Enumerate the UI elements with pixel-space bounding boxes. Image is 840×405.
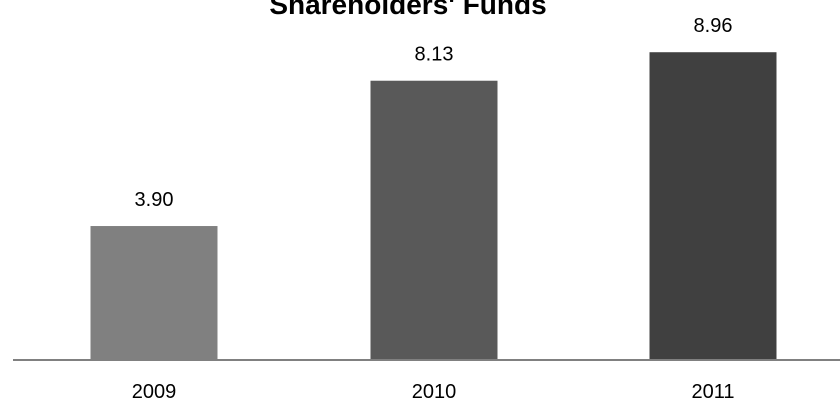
x-tick-labels-group: 2009 2010 2011 bbox=[132, 381, 735, 403]
x-tick-label-2011: 2011 bbox=[691, 381, 734, 403]
value-label-2011: 8.96 bbox=[694, 15, 733, 37]
chart-title: Shareholders' Funds bbox=[269, 0, 546, 20]
bar-2009 bbox=[90, 226, 218, 360]
value-labels-group: 3.90 8.13 8.96 bbox=[135, 15, 733, 211]
x-tick-label-2009: 2009 bbox=[132, 381, 177, 403]
value-label-2010: 8.13 bbox=[415, 44, 454, 66]
bar-2010 bbox=[370, 80, 498, 360]
bar-2011 bbox=[649, 52, 777, 360]
value-label-2009: 3.90 bbox=[135, 189, 174, 211]
bars-group bbox=[90, 52, 777, 360]
x-tick-label-2010: 2010 bbox=[412, 381, 457, 403]
